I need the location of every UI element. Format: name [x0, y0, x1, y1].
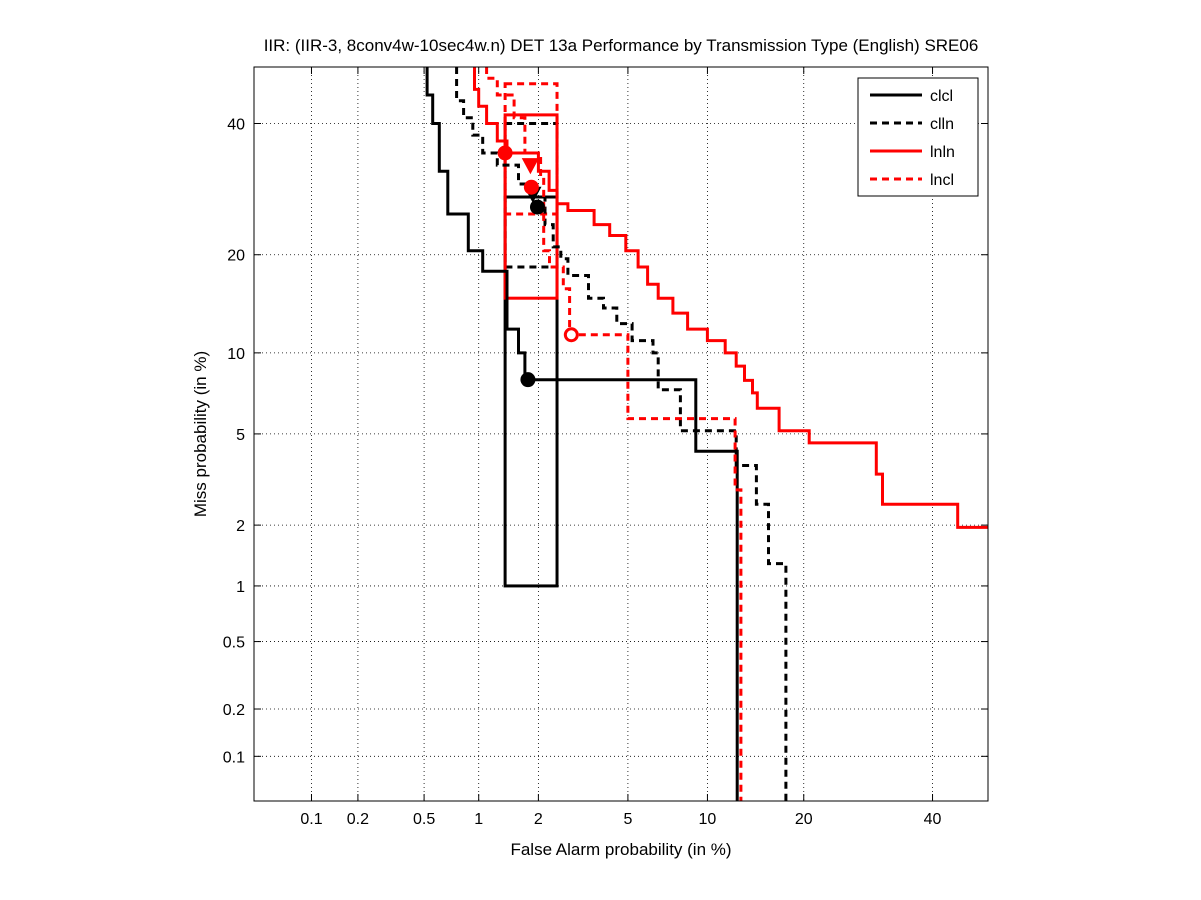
marker-lnln: [523, 179, 539, 195]
y-tick-label: 40: [227, 117, 245, 134]
marker-lnln: [497, 145, 513, 161]
det-curves: [425, 67, 988, 801]
axis-ticks: 0.1 0.2 0.5 1 2 5 10 20 40 0.1 0.2 0.5 1 2 5 10 20 40: [223, 67, 988, 828]
y-tick-label: 20: [227, 248, 245, 265]
y-tick-label: 5: [236, 427, 245, 444]
y-tick-label: 10: [227, 346, 245, 363]
chart-title: IIR: (IIR-3, 8conv4w-10sec4w.n) DET 13a …: [264, 36, 979, 55]
confidence-box-lncl: [503, 82, 559, 216]
legend-label-clcl: clcl: [930, 88, 953, 105]
marker-lncl: [521, 158, 540, 175]
plot-area-frame: [253, 66, 989, 802]
x-tick-label: 5: [623, 811, 632, 828]
det-curve-lnln: [473, 67, 988, 529]
legend: clcl clln lnln lncl: [857, 77, 979, 197]
y-tick-label: 0.5: [223, 635, 245, 652]
x-tick-label: 20: [795, 811, 813, 828]
x-tick-label: 0.2: [347, 811, 369, 828]
det-curve-clcl: [425, 67, 739, 801]
x-tick-label: 10: [699, 811, 717, 828]
y-tick-label: 0.1: [223, 749, 245, 766]
operating-point-markers: [497, 145, 579, 388]
legend-label-lncl: lncl: [930, 172, 954, 189]
legend-box: [857, 77, 979, 197]
marker-lncl: [563, 327, 579, 343]
legend-label-lnln: lnln: [930, 144, 955, 161]
x-axis-title: False Alarm probability (in %): [510, 840, 731, 859]
x-tick-label: 0.5: [413, 811, 435, 828]
y-tick-label: 0.2: [223, 702, 245, 719]
legend-label-clln: clln: [930, 116, 954, 133]
x-tick-label: 2: [534, 811, 543, 828]
det-curve-lncl: [485, 67, 743, 801]
det-curve-clln: [455, 67, 788, 801]
x-tick-label: 0.1: [300, 811, 322, 828]
y-axis-title: Miss probability (in %): [191, 351, 210, 517]
y-tick-label: 2: [236, 518, 245, 535]
x-tick-label: 40: [924, 811, 942, 828]
marker-clcl: [529, 199, 545, 215]
marker-clcl: [520, 372, 536, 388]
y-tick-label: 1: [236, 579, 245, 596]
x-tick-label: 1: [474, 811, 483, 828]
